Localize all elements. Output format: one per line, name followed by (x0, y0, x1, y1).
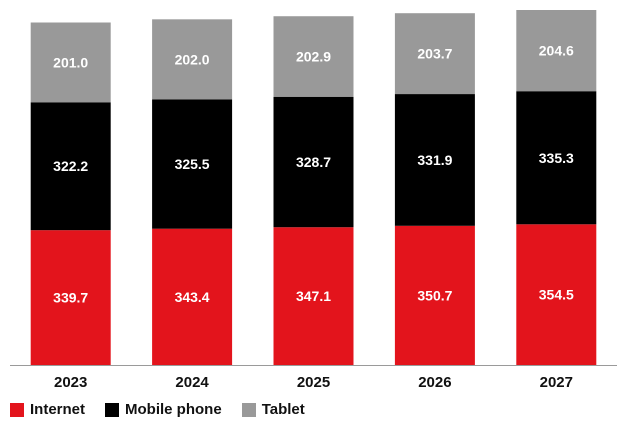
bar-segment-internet-2027 (516, 224, 597, 365)
bar-segment-tablet-2027 (516, 10, 597, 92)
legend-item-tablet: Tablet (241, 401, 305, 418)
data-label-mobile-phone-2027: 335.3 (539, 150, 574, 166)
bar-segment-tablet-2026 (394, 13, 475, 95)
bar-segment-internet-2023 (30, 230, 111, 365)
data-label-tablet-2026: 203.7 (417, 46, 452, 62)
data-label-mobile-phone-2026: 331.9 (417, 152, 452, 168)
bar-segment-mobile-phone-2024 (152, 99, 233, 229)
bar-segment-tablet-2023 (30, 22, 111, 103)
data-label-internet-2026: 350.7 (417, 287, 452, 303)
chart-legend: Internet Mobile phone Tablet (10, 401, 305, 418)
data-label-mobile-phone-2025: 328.7 (296, 154, 331, 170)
x-tick-label-2026: 2026 (418, 374, 451, 391)
bar-segment-tablet-2024 (152, 19, 233, 100)
data-label-internet-2024: 343.4 (175, 289, 210, 305)
bar-segment-mobile-phone-2025 (273, 96, 354, 228)
legend-item-mobile-phone: Mobile phone (105, 401, 222, 418)
legend-label-internet: Internet (30, 401, 86, 418)
data-label-tablet-2024: 202.0 (175, 51, 210, 67)
x-tick-label-2023: 2023 (54, 374, 87, 391)
legend-label-mobile-phone: Mobile phone (125, 401, 222, 418)
legend-swatch-internet (10, 402, 24, 417)
data-label-tablet-2027: 204.6 (539, 43, 574, 59)
bar-segment-mobile-phone-2023 (30, 102, 111, 231)
legend-label-tablet: Tablet (261, 401, 305, 418)
legend-item-internet: Internet (10, 401, 85, 418)
legend-swatch-mobile-phone (105, 402, 120, 417)
legend-swatch-tablet (241, 402, 256, 417)
x-tick-label-2025: 2025 (297, 374, 330, 391)
data-label-tablet-2023: 201.0 (53, 54, 88, 70)
data-label-mobile-phone-2024: 325.5 (175, 156, 210, 172)
data-label-internet-2023: 339.7 (53, 290, 88, 306)
data-label-mobile-phone-2023: 322.2 (53, 158, 88, 174)
data-label-internet-2025: 347.1 (296, 288, 331, 304)
data-label-internet-2027: 354.5 (539, 287, 574, 303)
stacked-bar-chart: 339.7 322.2 201.0 2023 343.4 325.5 202.0 2024 34… (10, 10, 617, 391)
bar-segment-internet-2024 (152, 228, 233, 365)
bar-segment-mobile-phone-2026 (394, 94, 475, 226)
x-tick-label-2024: 2024 (175, 374, 209, 391)
bar-segment-internet-2026 (394, 225, 475, 365)
data-label-tablet-2025: 202.9 (296, 48, 331, 64)
bar-segment-mobile-phone-2027 (516, 91, 597, 225)
bar-segment-tablet-2025 (273, 16, 354, 97)
x-tick-label-2027: 2027 (540, 374, 573, 391)
bar-segment-internet-2025 (273, 227, 354, 365)
